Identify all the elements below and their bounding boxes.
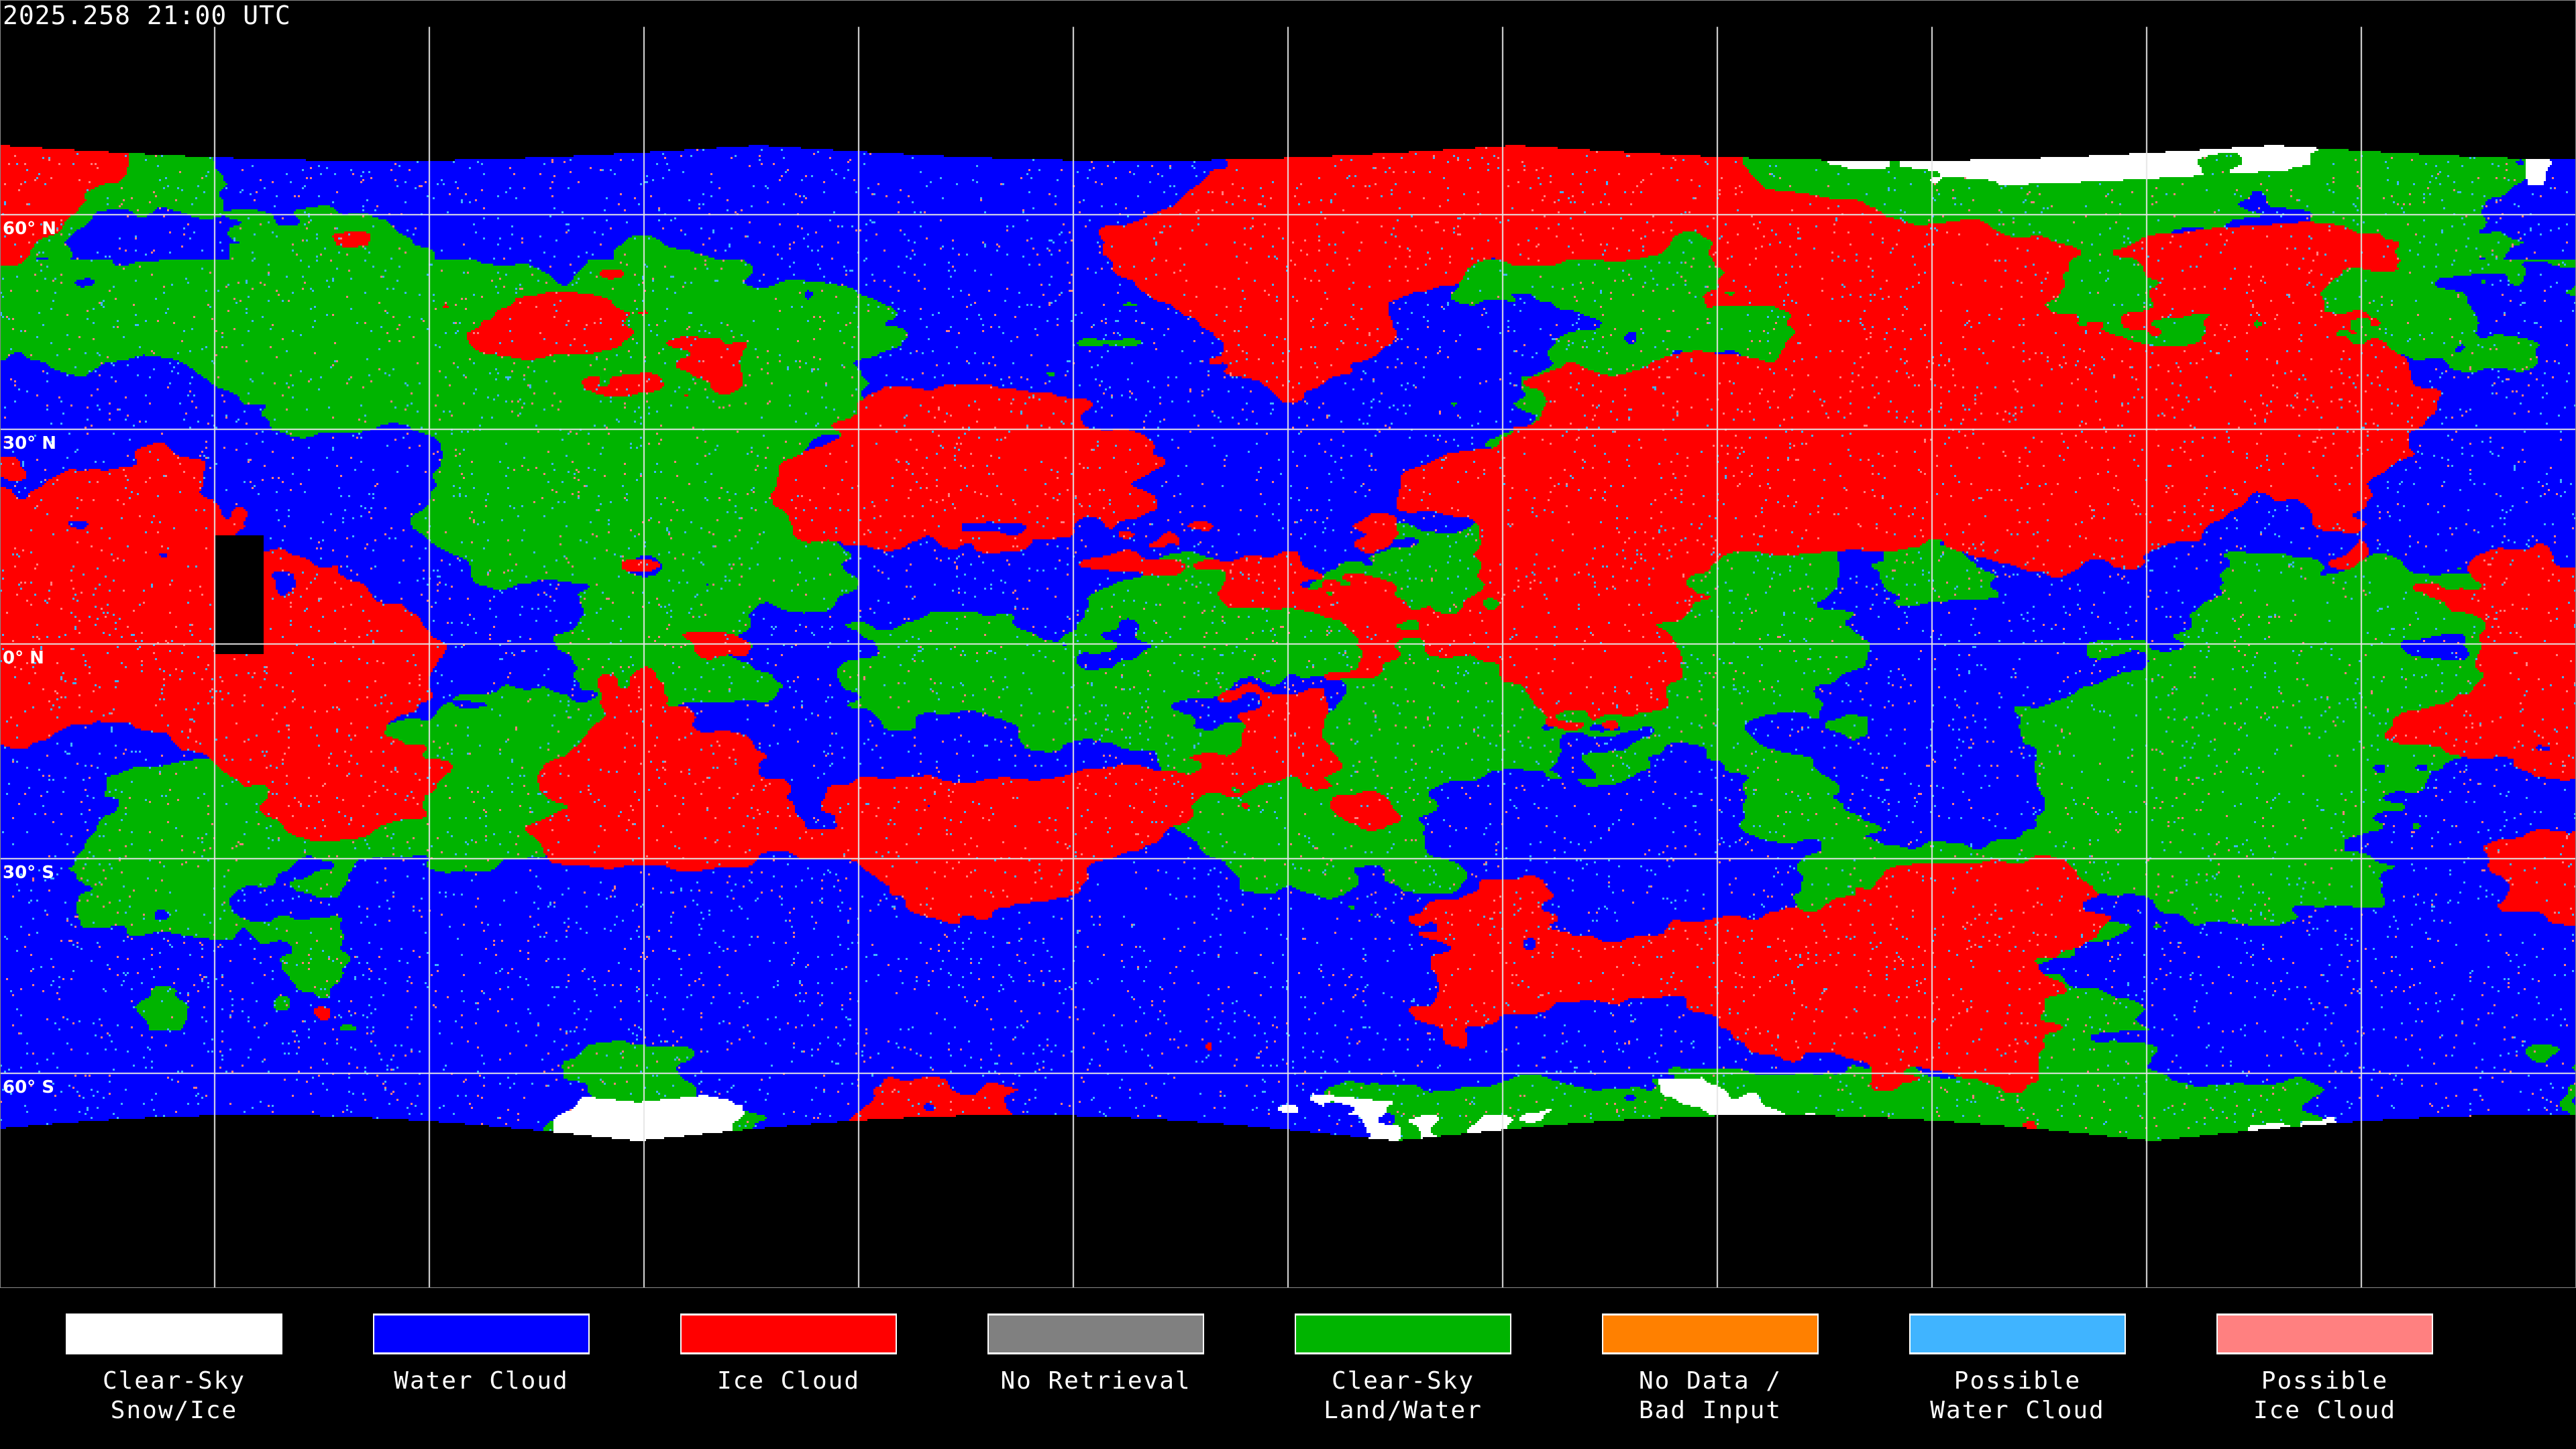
legend-swatch <box>1295 1313 1511 1354</box>
lat-label-60s: 60° S <box>3 1077 54 1097</box>
legend-swatch <box>987 1313 1204 1354</box>
legend-label: Clear-Sky Land/Water <box>1324 1367 1483 1424</box>
cloud-phase-map: 60° N 30° N 0° N 30° S 60° S 2025.258 21… <box>0 0 2576 1288</box>
legend-label: Possible Water Cloud <box>1930 1367 2105 1424</box>
legend-item-possible-water-cloud: Possible Water Cloud <box>1909 1313 2126 1426</box>
legend-item-no-retrieval: No Retrieval <box>987 1313 1204 1396</box>
legend-label: No Retrieval <box>1000 1367 1191 1395</box>
lat-label-60n: 60° N <box>3 219 56 239</box>
legend-label: Clear-Sky Snow/Ice <box>102 1367 246 1424</box>
legend-label: Possible Ice Cloud <box>2253 1367 2397 1424</box>
lat-lon-grid <box>0 0 2576 1288</box>
legend-item-no-data: No Data / Bad Input <box>1602 1313 1819 1426</box>
legend-item-ice-cloud: Ice Cloud <box>680 1313 897 1396</box>
lat-label-equator: 0° N <box>3 648 44 668</box>
legend-item-clear-sky-land-water: Clear-Sky Land/Water <box>1295 1313 1511 1426</box>
legend-swatch <box>2216 1313 2433 1354</box>
legend-item-clear-sky-snow-ice: Clear-Sky Snow/Ice <box>66 1313 282 1426</box>
legend-label: Ice Cloud <box>716 1367 861 1395</box>
legend-swatch <box>66 1313 282 1354</box>
legend-swatch <box>1602 1313 1819 1354</box>
legend-label: Water Cloud <box>394 1367 569 1395</box>
lat-label-30n: 30° N <box>3 433 56 453</box>
lat-label-30s: 30° S <box>3 863 54 883</box>
legend-item-water-cloud: Water Cloud <box>373 1313 590 1396</box>
legend-swatch <box>1909 1313 2126 1354</box>
legend-label: No Data / Bad Input <box>1638 1367 1782 1424</box>
legend-swatch <box>680 1313 897 1354</box>
timestamp-title: 2025.258 21:00 UTC <box>3 1 291 30</box>
legend: Clear-Sky Snow/Ice Water Cloud Ice Cloud … <box>0 1288 2576 1449</box>
legend-item-possible-ice-cloud: Possible Ice Cloud <box>2216 1313 2433 1426</box>
legend-swatch <box>373 1313 590 1354</box>
